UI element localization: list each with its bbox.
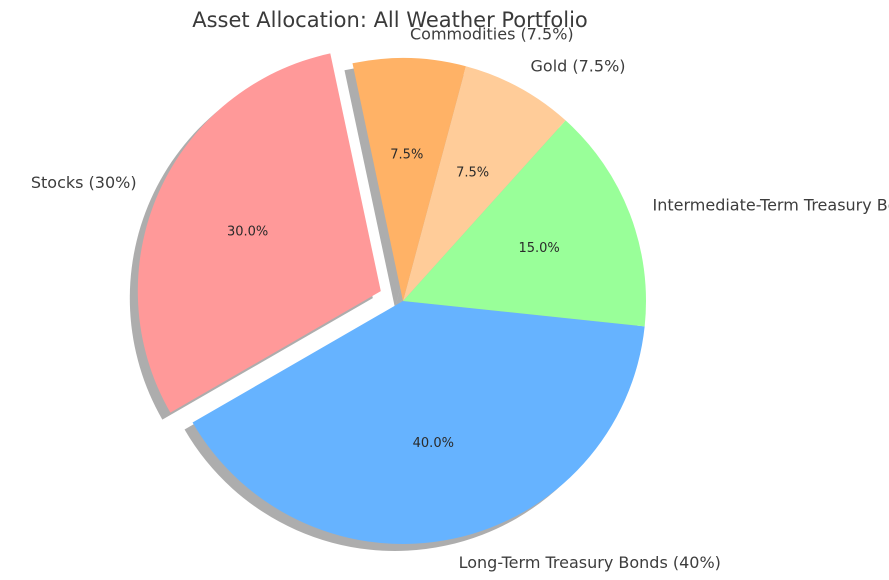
pct-label-long-term-treasury-bonds: 40.0% [413, 436, 454, 451]
slice-stocks [137, 53, 381, 413]
slice-layer [137, 53, 647, 544]
slice-intermediate-term-treasury-bonds [403, 120, 647, 327]
category-label-gold: Gold (7.5%) [531, 57, 626, 76]
pct-label-stocks: 30.0% [227, 224, 268, 239]
slice-long-term-treasury-bonds [192, 301, 645, 544]
category-label-commodities: Commodities (7.5%) [410, 24, 574, 43]
chart-title: Asset Allocation: All Weather Portfolio [192, 8, 588, 32]
pct-label-intermediate-term-treasury-bonds: 15.0% [518, 241, 559, 256]
pct-label-commodities: 7.5% [390, 148, 423, 163]
category-label-long-term-treasury-bonds: Long-Term Treasury Bonds (40%) [459, 553, 721, 572]
category-label-stocks: Stocks (30%) [31, 173, 137, 192]
label-layer: 40.0% Long-Term Treasury Bonds (40%) 15.0%… [31, 24, 889, 572]
category-label-intermediate-term-treasury-bonds: Intermediate-Term Treasury Bonds (15%) [653, 196, 889, 215]
pct-label-gold: 7.5% [456, 165, 489, 180]
slice-commodities [352, 58, 466, 301]
slice-gold [403, 66, 566, 301]
